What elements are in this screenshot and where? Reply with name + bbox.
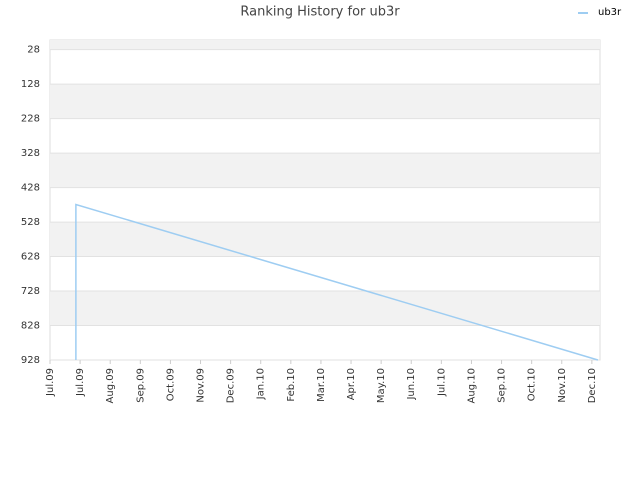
y-tick-label: 28 <box>27 45 40 56</box>
x-tick-label: Jul.09 <box>75 368 86 397</box>
x-tick-label: Jul.10 <box>436 368 447 397</box>
grid-band <box>50 40 600 50</box>
x-tick-label: Jul.09 <box>45 368 56 397</box>
x-tick-label: Jan.10 <box>256 368 267 400</box>
y-tick-label: 328 <box>21 148 40 159</box>
x-tick-label: Jun.10 <box>406 368 417 401</box>
x-tick-label: Apr.10 <box>346 368 357 400</box>
x-tick-label: Aug.10 <box>466 368 477 403</box>
y-tick-label: 928 <box>21 355 40 366</box>
x-tick-label: Dec.09 <box>226 368 237 403</box>
x-tick-label: Dec.10 <box>587 368 598 403</box>
y-tick-label: 128 <box>21 79 40 90</box>
x-tick-label: Oct.10 <box>527 368 538 401</box>
y-tick-label: 528 <box>21 217 40 228</box>
x-tick-label: Nov.10 <box>557 368 568 403</box>
x-tick-label: May.10 <box>376 368 387 403</box>
y-tick-label: 228 <box>21 114 40 125</box>
chart-title: Ranking History for ub3r <box>240 5 400 20</box>
x-tick-label: Sep.09 <box>135 368 146 403</box>
x-tick-label: Nov.09 <box>196 368 207 403</box>
grid-band <box>50 84 600 119</box>
y-tick-label: 828 <box>21 321 40 332</box>
x-tick-label: Feb.10 <box>286 368 297 402</box>
series-line <box>75 203 599 361</box>
y-tick-label: 628 <box>21 252 40 263</box>
legend-label: ub3r <box>598 7 622 18</box>
x-tick-label: Sep.10 <box>497 368 508 403</box>
y-tick-label: 428 <box>21 183 40 194</box>
x-tick-label: Aug.09 <box>105 368 116 403</box>
x-tick-label: Oct.09 <box>165 368 176 401</box>
x-tick-label: Mar.10 <box>316 368 327 402</box>
grid-band <box>50 291 600 326</box>
grid-band <box>50 153 600 188</box>
grid-band <box>50 222 600 257</box>
y-tick-label: 728 <box>21 286 40 297</box>
